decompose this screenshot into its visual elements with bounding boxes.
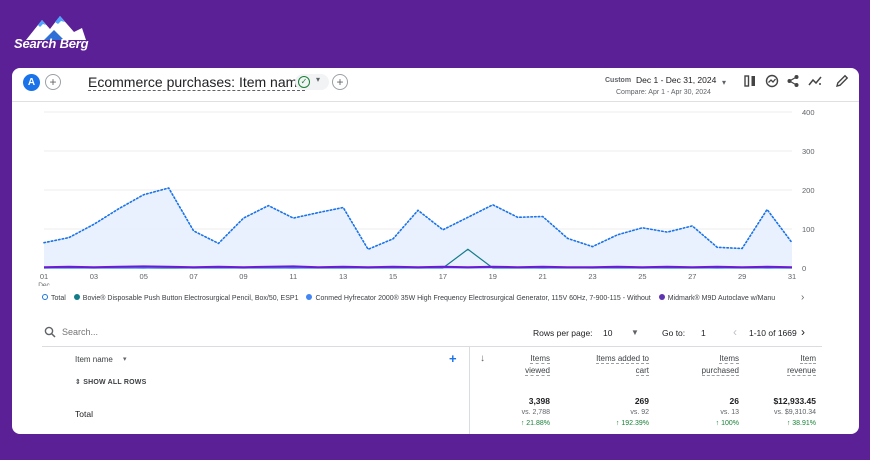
legend-label: Midmark® M9D Autoclave w/Manu <box>667 294 776 302</box>
compare-columns-icon[interactable] <box>743 74 757 88</box>
share-icon[interactable] <box>786 74 800 88</box>
x-tick-label: 19 <box>489 272 497 281</box>
date-dropdown-icon[interactable]: ▾ <box>722 78 727 87</box>
report-card: A + Ecommerce purchases: Item name ✓ ▾ +… <box>12 68 859 434</box>
legend-label: Bovie® Disposable Push Button Electrosur… <box>82 294 299 302</box>
check-icon: ✓ <box>298 76 310 88</box>
dimension-header[interactable]: Item name <box>75 355 113 364</box>
mountain-logo-icon <box>26 16 86 40</box>
page-info: 1-10 of 1669 <box>749 328 797 338</box>
metric-header-items-viewed[interactable]: Items viewed <box>525 354 550 376</box>
search-icon[interactable] <box>44 326 56 338</box>
total-area-fill <box>44 188 792 268</box>
total-items-viewed: 3,398 vs. 2,788 ↑ 21.88% <box>520 396 550 427</box>
column-divider <box>469 347 470 434</box>
legend-label: Total <box>51 294 66 302</box>
date-range-picker[interactable]: Dec 1 - Dec 31, 2024 <box>636 75 717 85</box>
legend-dot-icon <box>73 294 80 300</box>
next-page-icon[interactable]: › <box>801 325 805 339</box>
x-tick-label: 03 <box>90 272 98 281</box>
total-items-purchased: 26 vs. 13 ↑ 100% <box>715 396 739 427</box>
x-tick-label: 13 <box>339 272 347 281</box>
trend-icon[interactable] <box>808 74 822 88</box>
chevron-down-icon[interactable]: ▼ <box>631 328 639 337</box>
table-controls: Rows per page: 10 ▼ Go to: 1 ‹ 1-10 of 1… <box>12 324 859 346</box>
add-column-button[interactable]: + <box>449 351 457 366</box>
goto-label: Go to: <box>662 328 686 338</box>
legend-next-button[interactable]: › <box>801 292 805 303</box>
sort-arrow-icon[interactable]: ↓ <box>480 353 485 364</box>
show-all-rows-button[interactable]: ⇕ SHOW ALL ROWS <box>75 378 146 386</box>
legend-dot-icon <box>658 294 665 300</box>
legend-item[interactable]: Total <box>42 294 66 302</box>
legend-item[interactable]: Bovie® Disposable Push Button Electrosur… <box>73 294 299 302</box>
x-tick-label: 25 <box>638 272 646 281</box>
series-line-3 <box>43 265 793 269</box>
legend-item[interactable]: Conmed Hyfrecator 2000® 35W High Frequen… <box>306 294 651 302</box>
x-tick-label: 15 <box>389 272 397 281</box>
x-tick-label: 05 <box>140 272 148 281</box>
y-tick-label: 400 <box>802 108 815 117</box>
brand-logo: Search Berg <box>14 14 98 54</box>
rows-per-page-label: Rows per page: <box>533 328 593 338</box>
legend-dot-icon <box>42 294 48 300</box>
expand-icon: ⇕ <box>75 379 84 386</box>
series-line-total <box>43 187 793 251</box>
y-tick-label: 0 <box>802 264 806 273</box>
y-tick-label: 200 <box>802 186 815 195</box>
add-comparison-button[interactable]: + <box>45 74 61 90</box>
date-mode-label: Custom <box>605 77 632 84</box>
metric-header-item-revenue[interactable]: Item revenue <box>787 354 816 376</box>
insights-icon[interactable] <box>765 74 779 88</box>
compare-range-label: Compare: Apr 1 - Apr 30, 2024 <box>616 89 711 96</box>
total-row-label: Total <box>75 409 93 419</box>
total-items-added: 269 vs. 92 ↑ 192.39% <box>615 396 649 427</box>
x-tick-label: 17 <box>439 272 447 281</box>
add-dimension-button[interactable]: + <box>332 74 348 90</box>
report-header: A + Ecommerce purchases: Item name ✓ ▾ +… <box>12 68 859 102</box>
edit-pencil-icon[interactable] <box>835 74 849 88</box>
brand-name: Search Berg <box>14 36 89 51</box>
report-status-pill[interactable]: ✓ ▾ <box>295 74 329 90</box>
x-tick-label: 11 <box>289 272 297 281</box>
x-sublabel: Dec <box>38 282 50 286</box>
x-tick-label: 07 <box>189 272 197 281</box>
data-table: Item name ▾ + ⇕ SHOW ALL ROWS ↓ Items vi… <box>42 346 822 434</box>
show-all-rows-label: SHOW ALL ROWS <box>83 379 147 386</box>
x-tick-label: 09 <box>239 272 247 281</box>
goto-page-input[interactable]: 1 <box>701 328 706 338</box>
x-tick-label: 01 <box>40 272 48 281</box>
segment-avatar[interactable]: A <box>23 74 40 91</box>
chevron-down-icon[interactable]: ▾ <box>123 356 127 363</box>
x-tick-label: 23 <box>588 272 596 281</box>
x-tick-label: 29 <box>738 272 746 281</box>
rows-per-page-select[interactable]: 10 <box>603 328 613 338</box>
y-tick-label: 300 <box>802 147 815 156</box>
metric-header-items-added[interactable]: Items added to cart <box>596 354 649 376</box>
line-chart: 0 100 200 300 400 01 03 05 07 09 11 13 15 17 19 21 23 25 2… <box>38 108 815 286</box>
legend-dot-icon <box>306 294 313 300</box>
prev-page-icon[interactable]: ‹ <box>733 325 737 339</box>
chevron-down-icon: ▾ <box>316 75 321 84</box>
x-tick-label: 27 <box>688 272 696 281</box>
search-input[interactable] <box>62 327 262 337</box>
report-title[interactable]: Ecommerce purchases: Item name <box>88 74 306 91</box>
y-tick-label: 100 <box>802 225 815 234</box>
legend-label: Conmed Hyfrecator 2000® 35W High Frequen… <box>315 294 651 302</box>
x-tick-label: 31 <box>788 272 796 281</box>
x-tick-label: 21 <box>538 272 546 281</box>
chart-legend: Total Bovie® Disposable Push Button Elect… <box>42 294 822 306</box>
metric-header-items-purchased[interactable]: Items purchased <box>701 354 739 376</box>
legend-item[interactable]: Midmark® M9D Autoclave w/Manu <box>658 294 776 302</box>
total-item-revenue: $12,933.45 vs. $9,310.34 ↑ 38.91% <box>773 396 816 427</box>
